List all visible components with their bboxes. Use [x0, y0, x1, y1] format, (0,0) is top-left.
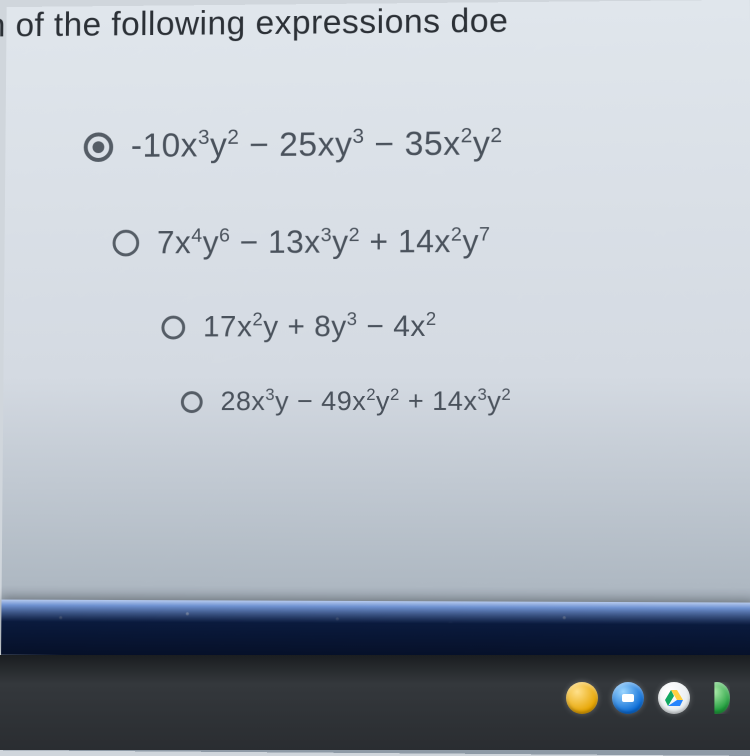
- radio-icon[interactable]: [113, 230, 140, 257]
- shelf-tray: [566, 682, 730, 714]
- google-drive-icon[interactable]: [658, 682, 690, 714]
- radio-selected-icon[interactable]: [84, 132, 114, 162]
- options-group: -10x3y2 − 25xy3 − 35x2y2 7x4y6 − 13x3y2 …: [3, 68, 750, 417]
- radio-icon[interactable]: [181, 391, 203, 413]
- taskbar: [1, 600, 750, 659]
- option-3[interactable]: 17x2y + 8y3 − 4x2: [161, 309, 750, 344]
- option-2[interactable]: 7x4y6 − 13x3y2 + 14x2y7: [112, 222, 750, 262]
- option-1[interactable]: -10x3y2 − 25xy3 − 35x2y2: [84, 123, 750, 166]
- radio-icon[interactable]: [161, 316, 185, 340]
- option-4[interactable]: 28x3y − 49x2y2 + 14x3y2: [181, 386, 750, 417]
- option-1-expression: -10x3y2 − 25xy3 − 35x2y2: [131, 125, 503, 166]
- option-4-expression: 28x3y − 49x2y2 + 14x3y2: [221, 386, 512, 417]
- option-2-expression: 7x4y6 − 13x3y2 + 14x2y7: [157, 223, 491, 261]
- question-text: h of the following expressions doe: [0, 0, 750, 75]
- partial-app-icon[interactable]: [704, 682, 730, 714]
- zoom-icon[interactable]: [612, 682, 644, 714]
- files-icon[interactable]: [566, 682, 598, 714]
- option-3-expression: 17x2y + 8y3 − 4x2: [203, 310, 437, 344]
